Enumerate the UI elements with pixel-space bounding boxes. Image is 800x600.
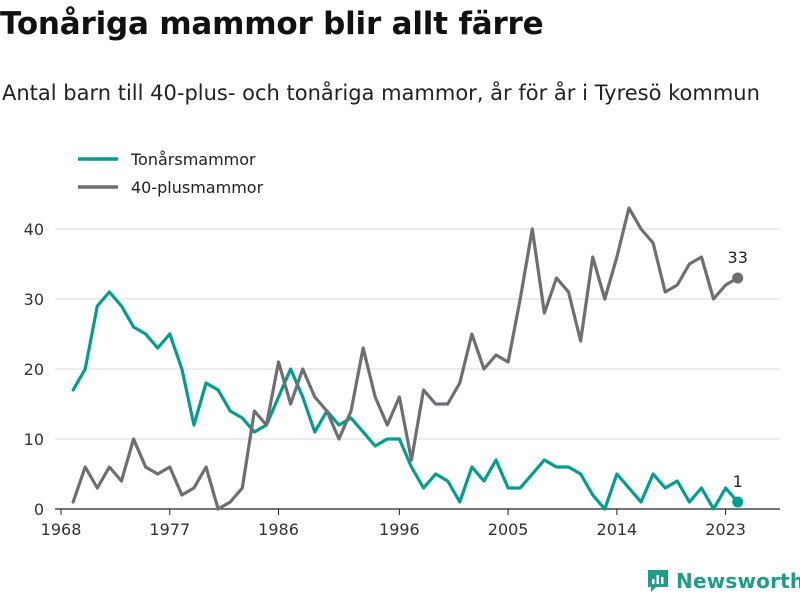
legend-background	[70, 145, 285, 205]
newsworthy-logo-icon	[648, 570, 668, 592]
y-tick-label: 10	[24, 430, 44, 449]
legend: Tonårsmammor 40-plusmammor	[70, 145, 285, 205]
forty-series-line	[71, 206, 740, 511]
x-tick-label: 2014	[597, 520, 638, 539]
teen-series-line	[71, 290, 740, 511]
end-value-label: 33	[728, 248, 748, 267]
teen-end-point	[732, 496, 744, 508]
y-tick-label: 0	[34, 500, 44, 519]
x-tick-label: 1968	[41, 520, 82, 539]
y-tick-label: 20	[24, 360, 44, 379]
brand-logo-group: Newsworthy	[646, 568, 800, 594]
legend-label: Tonårsmammor	[130, 150, 256, 169]
chart-title: Tonåriga mammor blir allt färre	[0, 6, 544, 42]
x-tick-label: 2023	[705, 520, 746, 539]
x-tick-label: 1996	[379, 520, 420, 539]
legend-label: 40-plusmammor	[131, 178, 264, 197]
brand-name: Newsworthy	[676, 569, 800, 593]
end-value-label: 1	[733, 472, 743, 491]
x-tick-label: 1986	[258, 520, 299, 539]
forty-end-point	[732, 272, 744, 284]
chart-subtitle: Antal barn till 40-plus- och tonåriga ma…	[2, 81, 760, 105]
y-tick-label: 40	[24, 220, 44, 239]
axes: 0 10 20 30 40 1968 1977 1986 1996 2005 2014 2023	[24, 220, 780, 539]
grid-lines	[55, 228, 780, 440]
x-tick-label: 1977	[149, 520, 190, 539]
y-tick-label: 30	[24, 290, 44, 309]
end-labels: 1 33	[728, 248, 748, 491]
series-lines	[71, 206, 744, 511]
x-tick-label: 2005	[488, 520, 529, 539]
